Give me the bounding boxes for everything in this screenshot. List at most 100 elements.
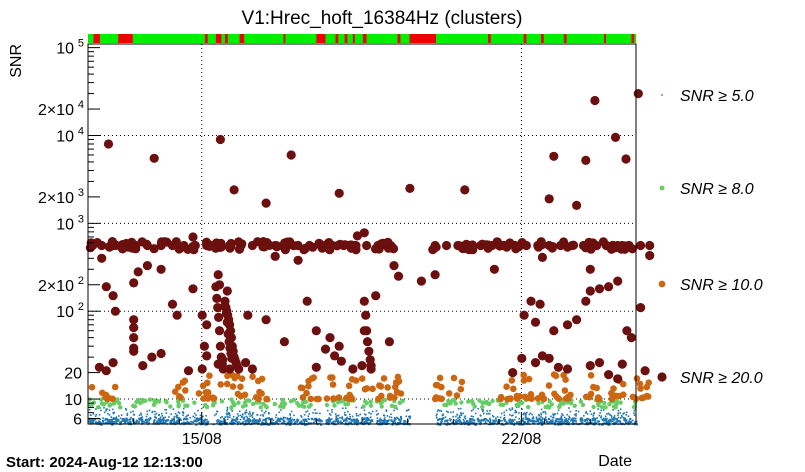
- data-point-snr-5: [356, 421, 359, 424]
- data-point-snr-5: [531, 417, 534, 420]
- data-point-snr-5: [379, 421, 382, 424]
- data-point-snr-10: [308, 375, 316, 382]
- data-point-snr-5: [371, 410, 374, 413]
- data-point-snr-5: [450, 418, 452, 421]
- data-point-snr-8: [572, 403, 577, 408]
- data-point-snr-5: [611, 420, 614, 422]
- data-point-snr-5: [502, 423, 505, 426]
- data-point-snr-5: [568, 407, 570, 409]
- data-point-snr-20: [241, 358, 251, 368]
- data-point-snr-5: [356, 419, 360, 422]
- data-point-snr-20: [197, 310, 207, 320]
- y-tick-exponent: 4: [78, 99, 84, 111]
- data-point-snr-5: [399, 419, 402, 422]
- data-point-snr-8: [466, 399, 471, 404]
- data-point-snr-5: [625, 411, 628, 414]
- data-point-snr-5: [337, 417, 339, 420]
- data-point-snr-5: [465, 421, 468, 424]
- data-point-snr-5: [582, 419, 584, 421]
- data-point-snr-5: [359, 413, 362, 416]
- data-point-snr-5: [192, 415, 194, 418]
- data-point-snr-5: [447, 411, 449, 413]
- y-tick-label: 6: [73, 412, 82, 429]
- data-point-snr-5: [204, 418, 207, 421]
- data-point-snr-20: [352, 231, 362, 241]
- data-point-snr-5: [336, 421, 339, 424]
- data-point-snr-5: [556, 420, 558, 423]
- data-point-snr-5: [339, 417, 341, 419]
- data-point-snr-5: [444, 416, 447, 418]
- data-point-snr-5: [282, 417, 285, 420]
- data-point-snr-5: [445, 419, 448, 422]
- data-point-snr-8: [580, 402, 586, 408]
- data-point-snr-10: [619, 380, 627, 388]
- data-point-snr-10: [450, 374, 458, 382]
- data-point-snr-5: [619, 417, 622, 419]
- data-point-snr-5: [560, 418, 563, 421]
- data-point-snr-5: [304, 418, 307, 421]
- data-point-snr-5: [501, 419, 503, 422]
- data-point-snr-8: [131, 403, 136, 408]
- data-point-snr-5: [123, 418, 126, 421]
- data-point-snr-5: [540, 421, 542, 423]
- data-point-snr-5: [532, 419, 535, 423]
- state-bar-segment: [215, 34, 222, 43]
- state-bar-segment: [409, 34, 436, 43]
- data-point-snr-5: [589, 410, 592, 413]
- data-point-snr-5: [335, 418, 338, 421]
- y-axis-label: SNR: [8, 44, 25, 78]
- data-point-snr-5: [532, 417, 535, 420]
- data-point-snr-5: [526, 411, 528, 414]
- data-point-snr-5: [364, 413, 366, 415]
- data-point-snr-8: [618, 400, 623, 405]
- data-point-snr-20: [300, 243, 310, 253]
- data-point-snr-5: [128, 418, 131, 421]
- data-point-snr-20: [320, 344, 331, 354]
- data-point-snr-20: [234, 237, 244, 247]
- data-point-snr-5: [164, 416, 167, 419]
- data-point-snr-5: [523, 421, 527, 424]
- data-point-snr-20: [622, 326, 632, 336]
- data-point-snr-5: [564, 419, 567, 422]
- data-point-snr-5: [244, 411, 246, 414]
- data-point-snr-5: [399, 421, 401, 423]
- data-point-snr-8: [611, 404, 617, 409]
- data-point-snr-10: [507, 395, 514, 402]
- data-point-snr-5: [593, 412, 595, 414]
- data-point-snr-5: [624, 420, 627, 423]
- data-point-snr-5: [334, 413, 337, 415]
- data-point-snr-8: [88, 402, 93, 408]
- data-point-snr-5: [593, 413, 595, 415]
- data-point-snr-5: [588, 421, 591, 424]
- data-point-snr-5: [469, 421, 472, 424]
- data-point-snr-5: [280, 409, 282, 411]
- data-point-snr-20: [293, 255, 303, 265]
- data-point-snr-20: [129, 278, 139, 288]
- data-point-snr-20: [508, 368, 518, 378]
- data-point-snr-5: [500, 412, 503, 415]
- data-point-snr-20: [549, 151, 559, 161]
- data-point-snr-5: [390, 413, 392, 416]
- data-point-snr-5: [91, 418, 95, 421]
- data-point-snr-20: [384, 337, 394, 347]
- data-point-snr-5: [577, 410, 580, 413]
- data-point-snr-5: [342, 407, 344, 410]
- data-point-snr-8: [308, 402, 313, 408]
- data-point-snr-10: [551, 390, 558, 398]
- data-point-snr-5: [182, 421, 185, 424]
- data-point-snr-5: [251, 416, 254, 419]
- data-point-snr-5: [289, 414, 292, 416]
- data-point-snr-5: [376, 419, 379, 422]
- data-point-snr-20: [460, 185, 470, 195]
- data-point-snr-8: [332, 403, 337, 408]
- data-point-snr-5: [575, 410, 577, 412]
- data-point-snr-5: [126, 419, 129, 422]
- data-point-snr-5: [445, 410, 448, 413]
- data-point-snr-5: [525, 412, 527, 415]
- data-point-snr-5: [403, 420, 406, 423]
- data-point-snr-5: [539, 422, 541, 424]
- y-tick-exponent: 3: [78, 187, 84, 199]
- data-point-snr-5: [183, 417, 186, 420]
- data-point-snr-20: [202, 351, 212, 361]
